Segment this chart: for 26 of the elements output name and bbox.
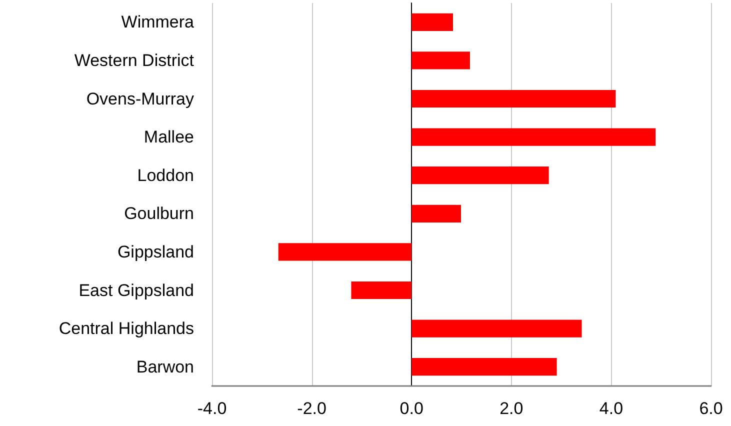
bar (412, 204, 461, 222)
y-tick-label: Barwon (136, 357, 194, 376)
bar (351, 281, 412, 300)
y-tick-label: Wimmera (121, 12, 195, 32)
bar (412, 358, 557, 376)
x-tick-label: 2.0 (500, 399, 524, 418)
y-tick-label: East Gippsland (78, 280, 194, 300)
y-tick-label: Ovens-Murray (86, 89, 194, 108)
y-tick-label: Mallee (144, 128, 194, 147)
y-tick-label: Gippsland (117, 242, 194, 262)
x-tick-label: 4.0 (599, 399, 624, 418)
bar (412, 52, 470, 70)
bar (412, 320, 582, 338)
x-tick-label: 0.0 (400, 399, 424, 418)
x-tick-label: -4.0 (197, 399, 227, 418)
y-tick-label: Western District (74, 50, 194, 70)
bar (412, 128, 656, 146)
bar (412, 13, 454, 31)
y-tick-label: Central Highlands (58, 319, 194, 338)
bar (412, 166, 549, 184)
y-tick-label: Goulburn (124, 204, 194, 224)
y-tick-label: Loddon (137, 166, 194, 185)
x-tick-label: 6.0 (699, 399, 723, 418)
bar (278, 243, 412, 261)
bar (412, 90, 616, 108)
x-tick-label: -2.0 (297, 399, 326, 418)
